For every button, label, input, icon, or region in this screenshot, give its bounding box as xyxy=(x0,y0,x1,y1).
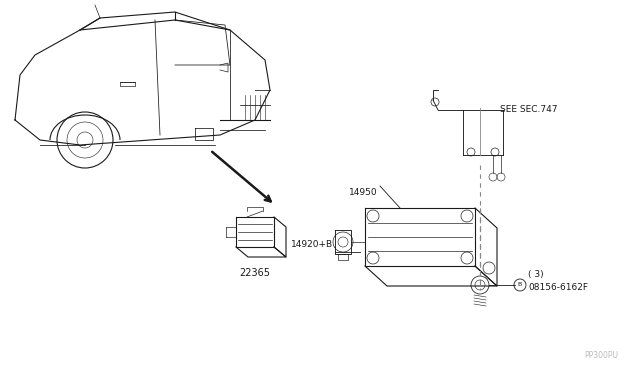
Text: 14950: 14950 xyxy=(349,188,378,197)
Text: 08156-6162F: 08156-6162F xyxy=(528,282,588,292)
Text: ( 3): ( 3) xyxy=(528,270,543,279)
Text: 14920+B: 14920+B xyxy=(291,240,333,249)
Text: 22365: 22365 xyxy=(239,268,271,278)
Text: PP300PU: PP300PU xyxy=(584,351,618,360)
Text: B: B xyxy=(518,282,522,288)
Text: SEE SEC.747: SEE SEC.747 xyxy=(500,105,557,114)
